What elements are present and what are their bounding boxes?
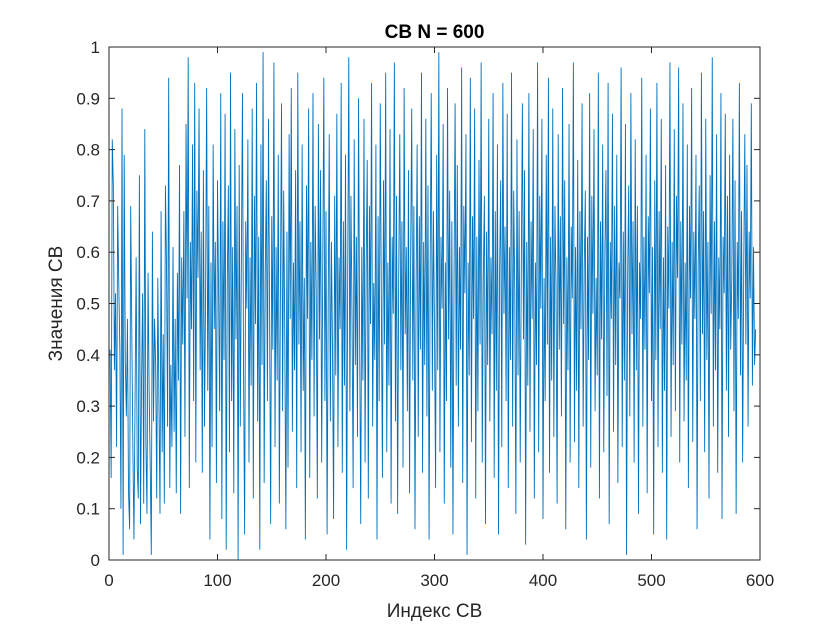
- y-tick-label: 0.3: [76, 397, 100, 416]
- y-tick-label: 0.5: [76, 295, 100, 314]
- x-tick-label: 300: [420, 571, 448, 590]
- x-tick-label: 200: [312, 571, 340, 590]
- chart-title: СВ N = 600: [385, 22, 485, 43]
- y-tick-label: 1: [91, 38, 100, 57]
- x-axis-label: Индекс СВ: [387, 601, 483, 622]
- y-tick-label: 0.6: [76, 243, 100, 262]
- y-tick-label: 0: [91, 551, 100, 570]
- x-tick-label: 100: [203, 571, 231, 590]
- y-tick-label: 0.9: [76, 89, 100, 108]
- axis-ticks: 0 100 200 300 400 500 600 0 0.1 0.2 0.3 0.4 0.5 0.6 0.…: [76, 38, 774, 590]
- y-axis-label: Значения СВ: [46, 246, 67, 362]
- x-tick-label: 500: [637, 571, 665, 590]
- x-tick-label: 400: [529, 571, 557, 590]
- y-tick-label: 0.1: [76, 500, 100, 519]
- y-tick-label: 0.2: [76, 448, 100, 467]
- y-tick-label: 0.4: [76, 346, 100, 365]
- data-series-line: [109, 52, 757, 561]
- y-tick-label: 0.7: [76, 192, 100, 211]
- y-tick-label: 0.8: [76, 141, 100, 160]
- x-tick-label: 600: [746, 571, 774, 590]
- x-tick-label: 0: [104, 571, 113, 590]
